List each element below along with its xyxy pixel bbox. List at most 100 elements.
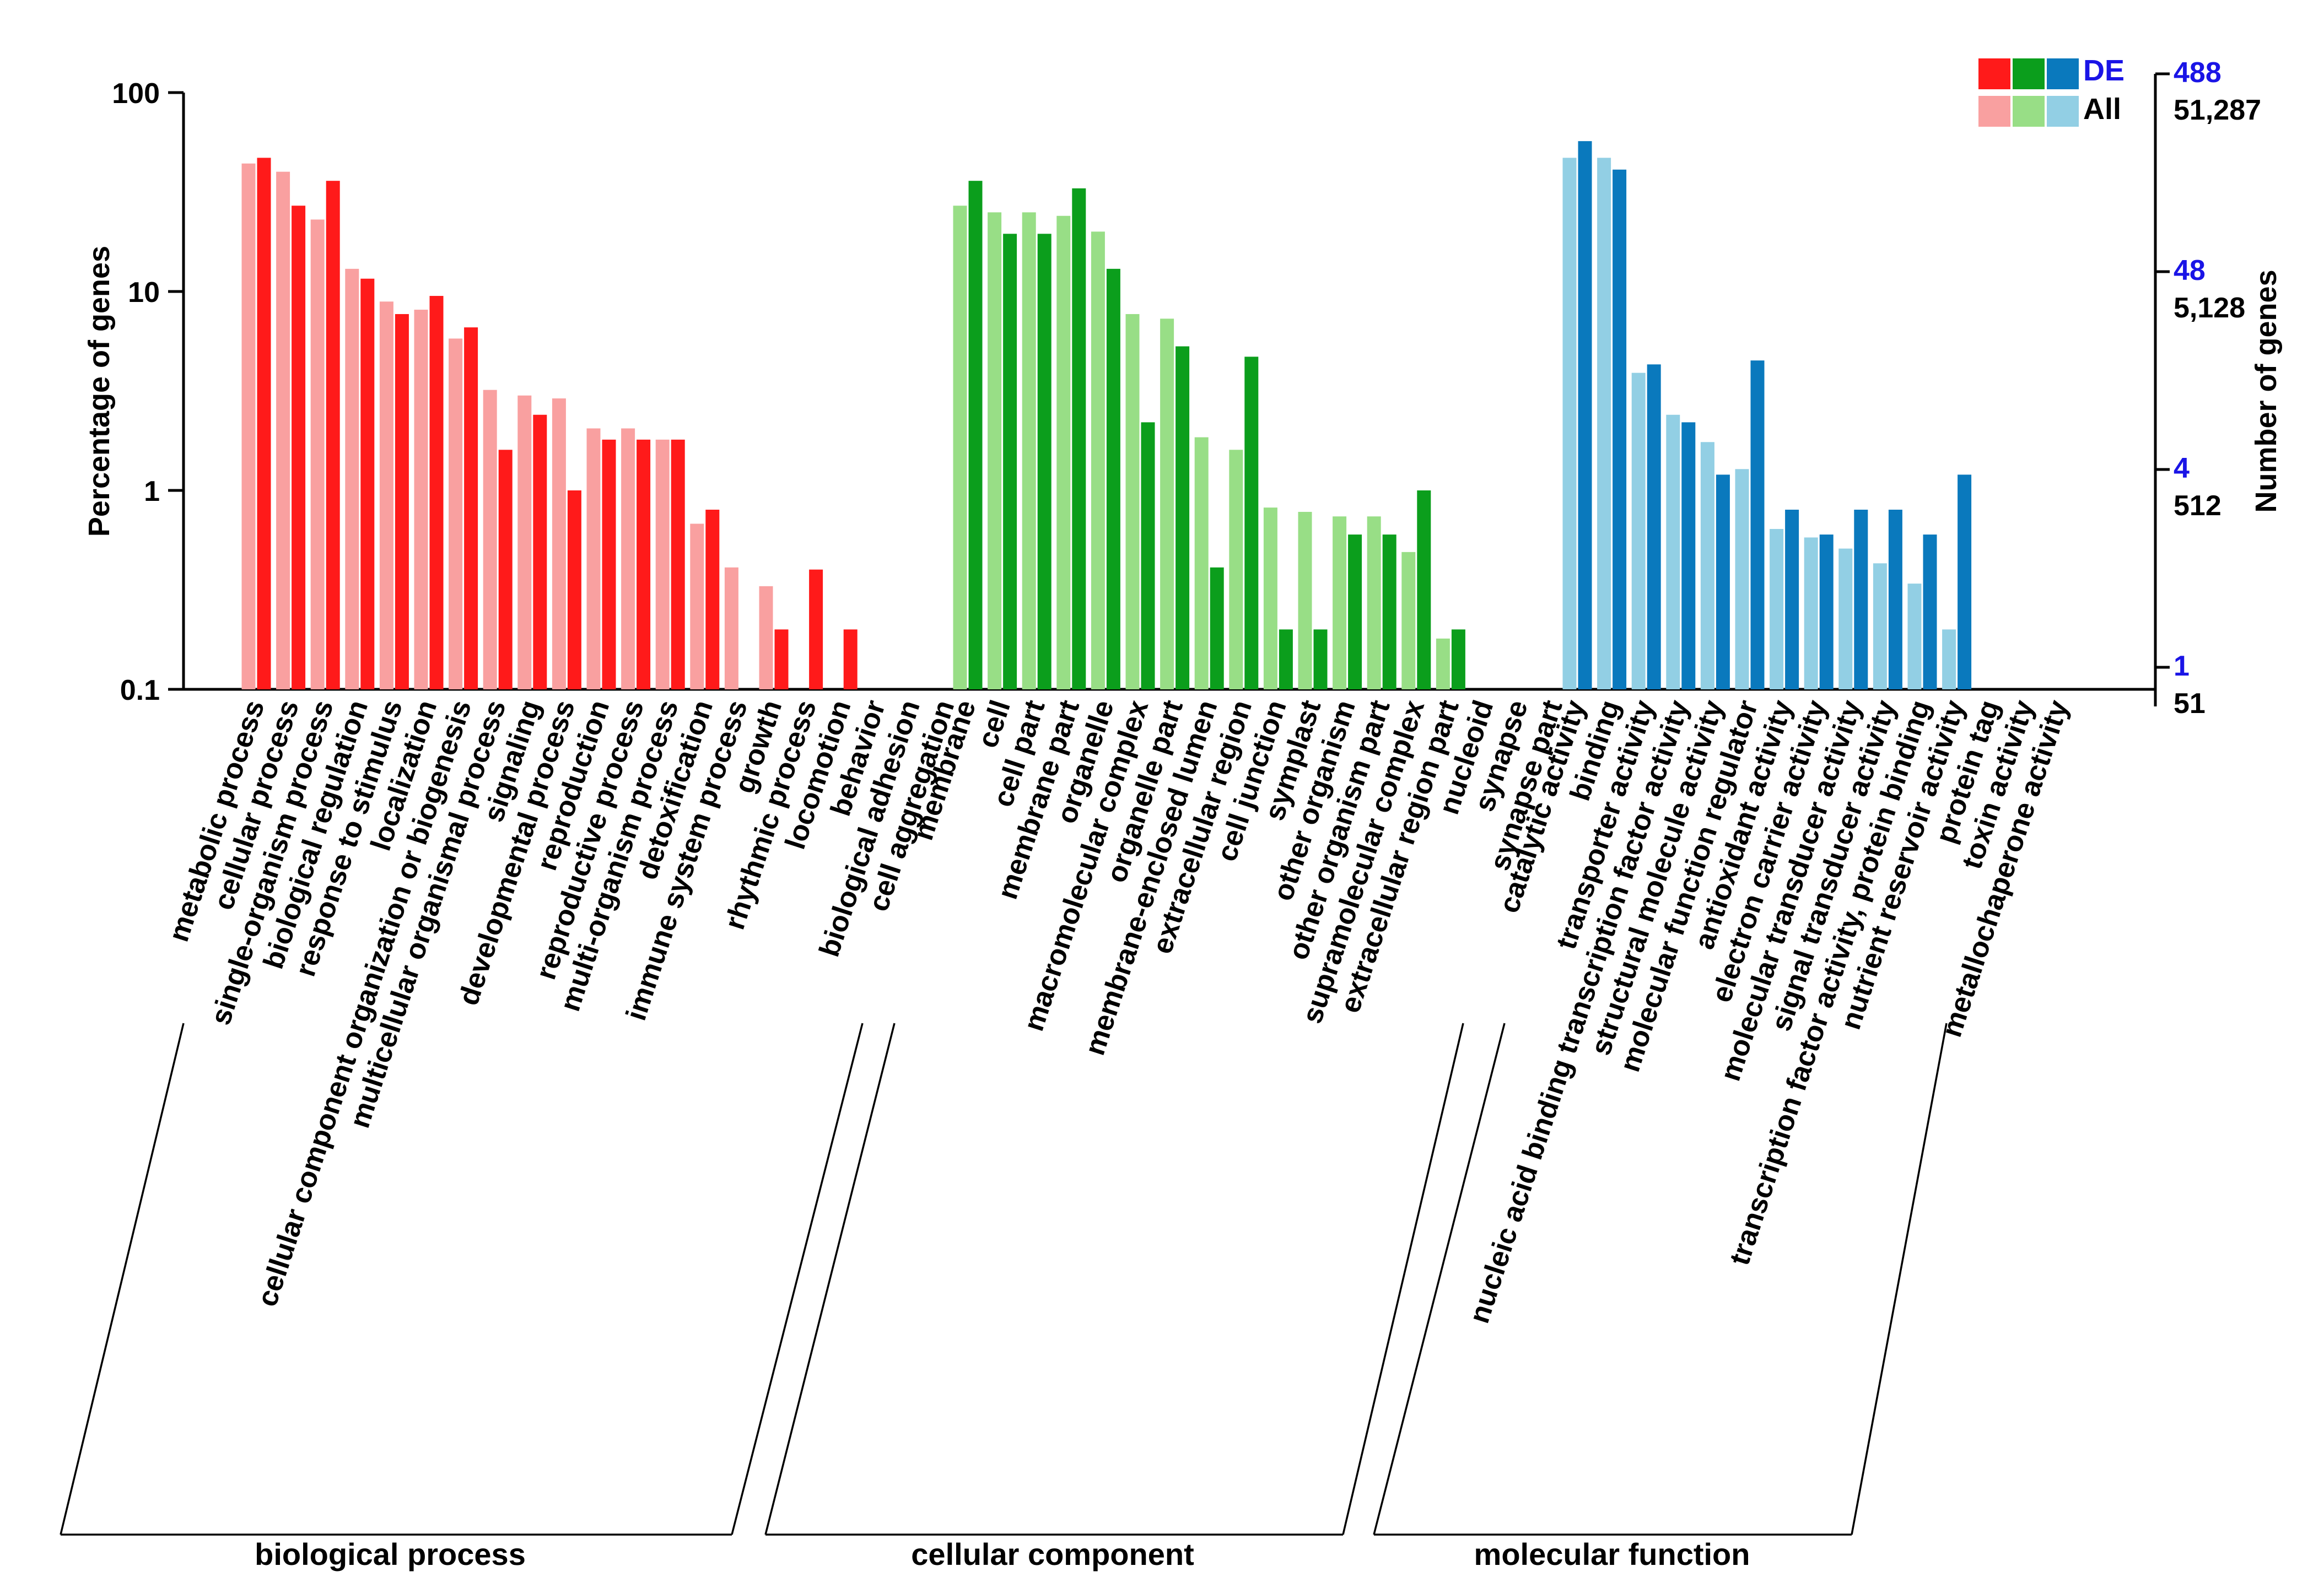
group-label: molecular function bbox=[1474, 1537, 1750, 1572]
bar-de bbox=[1348, 534, 1362, 689]
legend: DE All bbox=[1978, 54, 2125, 127]
bar-de bbox=[292, 206, 306, 689]
bar-de bbox=[1141, 422, 1155, 689]
bar-all bbox=[1401, 552, 1416, 689]
bar-de bbox=[1003, 234, 1017, 690]
bar-all bbox=[621, 428, 635, 689]
right-de-tick-label: 4 bbox=[2174, 452, 2190, 484]
bar-de bbox=[774, 629, 789, 689]
bar-de bbox=[1819, 534, 1834, 689]
bar-de bbox=[1313, 629, 1328, 689]
bar-all bbox=[276, 171, 290, 689]
group-bracket bbox=[60, 1023, 864, 1536]
bar-all bbox=[1367, 516, 1381, 689]
legend-de-red-swatch bbox=[1978, 58, 2010, 89]
bars-layer bbox=[241, 141, 1972, 690]
legend-de-blue-swatch bbox=[2047, 58, 2079, 89]
bar-all bbox=[724, 567, 738, 689]
bar-de bbox=[1888, 509, 1902, 689]
bar-de bbox=[809, 569, 823, 689]
bar-de bbox=[1923, 534, 1937, 689]
bar-all bbox=[1700, 442, 1714, 689]
bar-de bbox=[1647, 364, 1661, 689]
bar-de bbox=[1244, 357, 1259, 689]
bar-all bbox=[586, 428, 601, 689]
bar-all bbox=[1838, 548, 1853, 689]
bar-all bbox=[1091, 231, 1105, 689]
bar-all bbox=[1263, 507, 1277, 689]
bar-de bbox=[464, 327, 478, 689]
bar-de bbox=[395, 314, 409, 689]
bar-de bbox=[968, 181, 983, 689]
bar-de bbox=[257, 158, 271, 689]
bar-all bbox=[449, 338, 463, 689]
group-bars-2 bbox=[1562, 141, 1972, 690]
bar-de bbox=[843, 629, 858, 689]
bar-de bbox=[1716, 474, 1730, 689]
bar-de bbox=[1750, 360, 1765, 689]
bar-de bbox=[1958, 474, 1972, 689]
bar-all bbox=[690, 523, 704, 689]
right-de-tick-label: 488 bbox=[2174, 57, 2221, 89]
group-brackets: biological process cellular component mole… bbox=[60, 1023, 1948, 1572]
bar-all bbox=[1631, 372, 1646, 689]
bar-de bbox=[567, 490, 581, 689]
bar-all bbox=[1907, 584, 1922, 689]
bar-all bbox=[1770, 528, 1784, 689]
right-de-tick-label: 1 bbox=[2174, 650, 2190, 682]
group-bars-0 bbox=[241, 158, 858, 689]
bar-de bbox=[1681, 422, 1696, 689]
bar-all bbox=[1160, 318, 1174, 689]
left-axis-ticks: 100 10 1 0.1 bbox=[112, 78, 184, 706]
group-label: biological process bbox=[255, 1537, 526, 1572]
bar-all bbox=[379, 301, 393, 689]
left-tick-label: 1 bbox=[144, 476, 160, 507]
left-tick-label: 10 bbox=[128, 277, 160, 309]
bar-all bbox=[345, 268, 359, 689]
group-bracket bbox=[1373, 1023, 1948, 1536]
group-bracket bbox=[764, 1023, 1464, 1536]
bar-all bbox=[1873, 563, 1887, 689]
bar-de bbox=[429, 296, 444, 689]
bar-de bbox=[1072, 188, 1086, 689]
bar-all bbox=[1298, 511, 1312, 689]
bar-all bbox=[1333, 516, 1347, 689]
right-de-tick-label: 48 bbox=[2174, 255, 2206, 287]
bar-de bbox=[1279, 629, 1293, 689]
bar-all bbox=[1666, 414, 1680, 689]
bar-de bbox=[705, 509, 720, 689]
bar-all bbox=[988, 212, 1002, 690]
bar-all bbox=[1562, 158, 1577, 689]
right-all-tick-label: 51 bbox=[2174, 688, 2206, 720]
group-bars-1 bbox=[953, 181, 1465, 690]
bar-de bbox=[1210, 567, 1224, 689]
legend-de-green-swatch bbox=[2013, 58, 2045, 89]
bar-all bbox=[953, 206, 967, 689]
bar-all bbox=[1597, 158, 1611, 689]
left-tick-label: 0.1 bbox=[120, 674, 160, 706]
right-all-tick-label: 5,128 bbox=[2174, 292, 2245, 324]
bar-de bbox=[1785, 509, 1799, 689]
bar-de bbox=[360, 278, 375, 689]
legend-all-green-swatch bbox=[2013, 96, 2045, 127]
bar-de bbox=[637, 439, 651, 689]
bar-all bbox=[552, 398, 566, 689]
bar-all bbox=[241, 163, 256, 689]
bar-all bbox=[310, 219, 325, 689]
y2-axis-title: Number of genes bbox=[2250, 269, 2283, 512]
bar-all bbox=[1125, 314, 1140, 689]
bar-de bbox=[602, 439, 616, 689]
legend-de-label: DE bbox=[2083, 54, 2125, 87]
bar-all bbox=[414, 310, 428, 689]
bar-all bbox=[483, 390, 497, 689]
right-all-tick-label: 51,287 bbox=[2174, 94, 2261, 126]
bar-all bbox=[517, 395, 532, 689]
bar-all bbox=[1735, 469, 1749, 689]
right-axis-ticks: 488 51,287 48 5,128 4 512 1 51 bbox=[2155, 57, 2261, 720]
group-label: cellular component bbox=[911, 1537, 1194, 1572]
bar-all bbox=[1056, 215, 1071, 689]
bar-de bbox=[1854, 509, 1868, 689]
bar-all bbox=[1804, 537, 1818, 689]
